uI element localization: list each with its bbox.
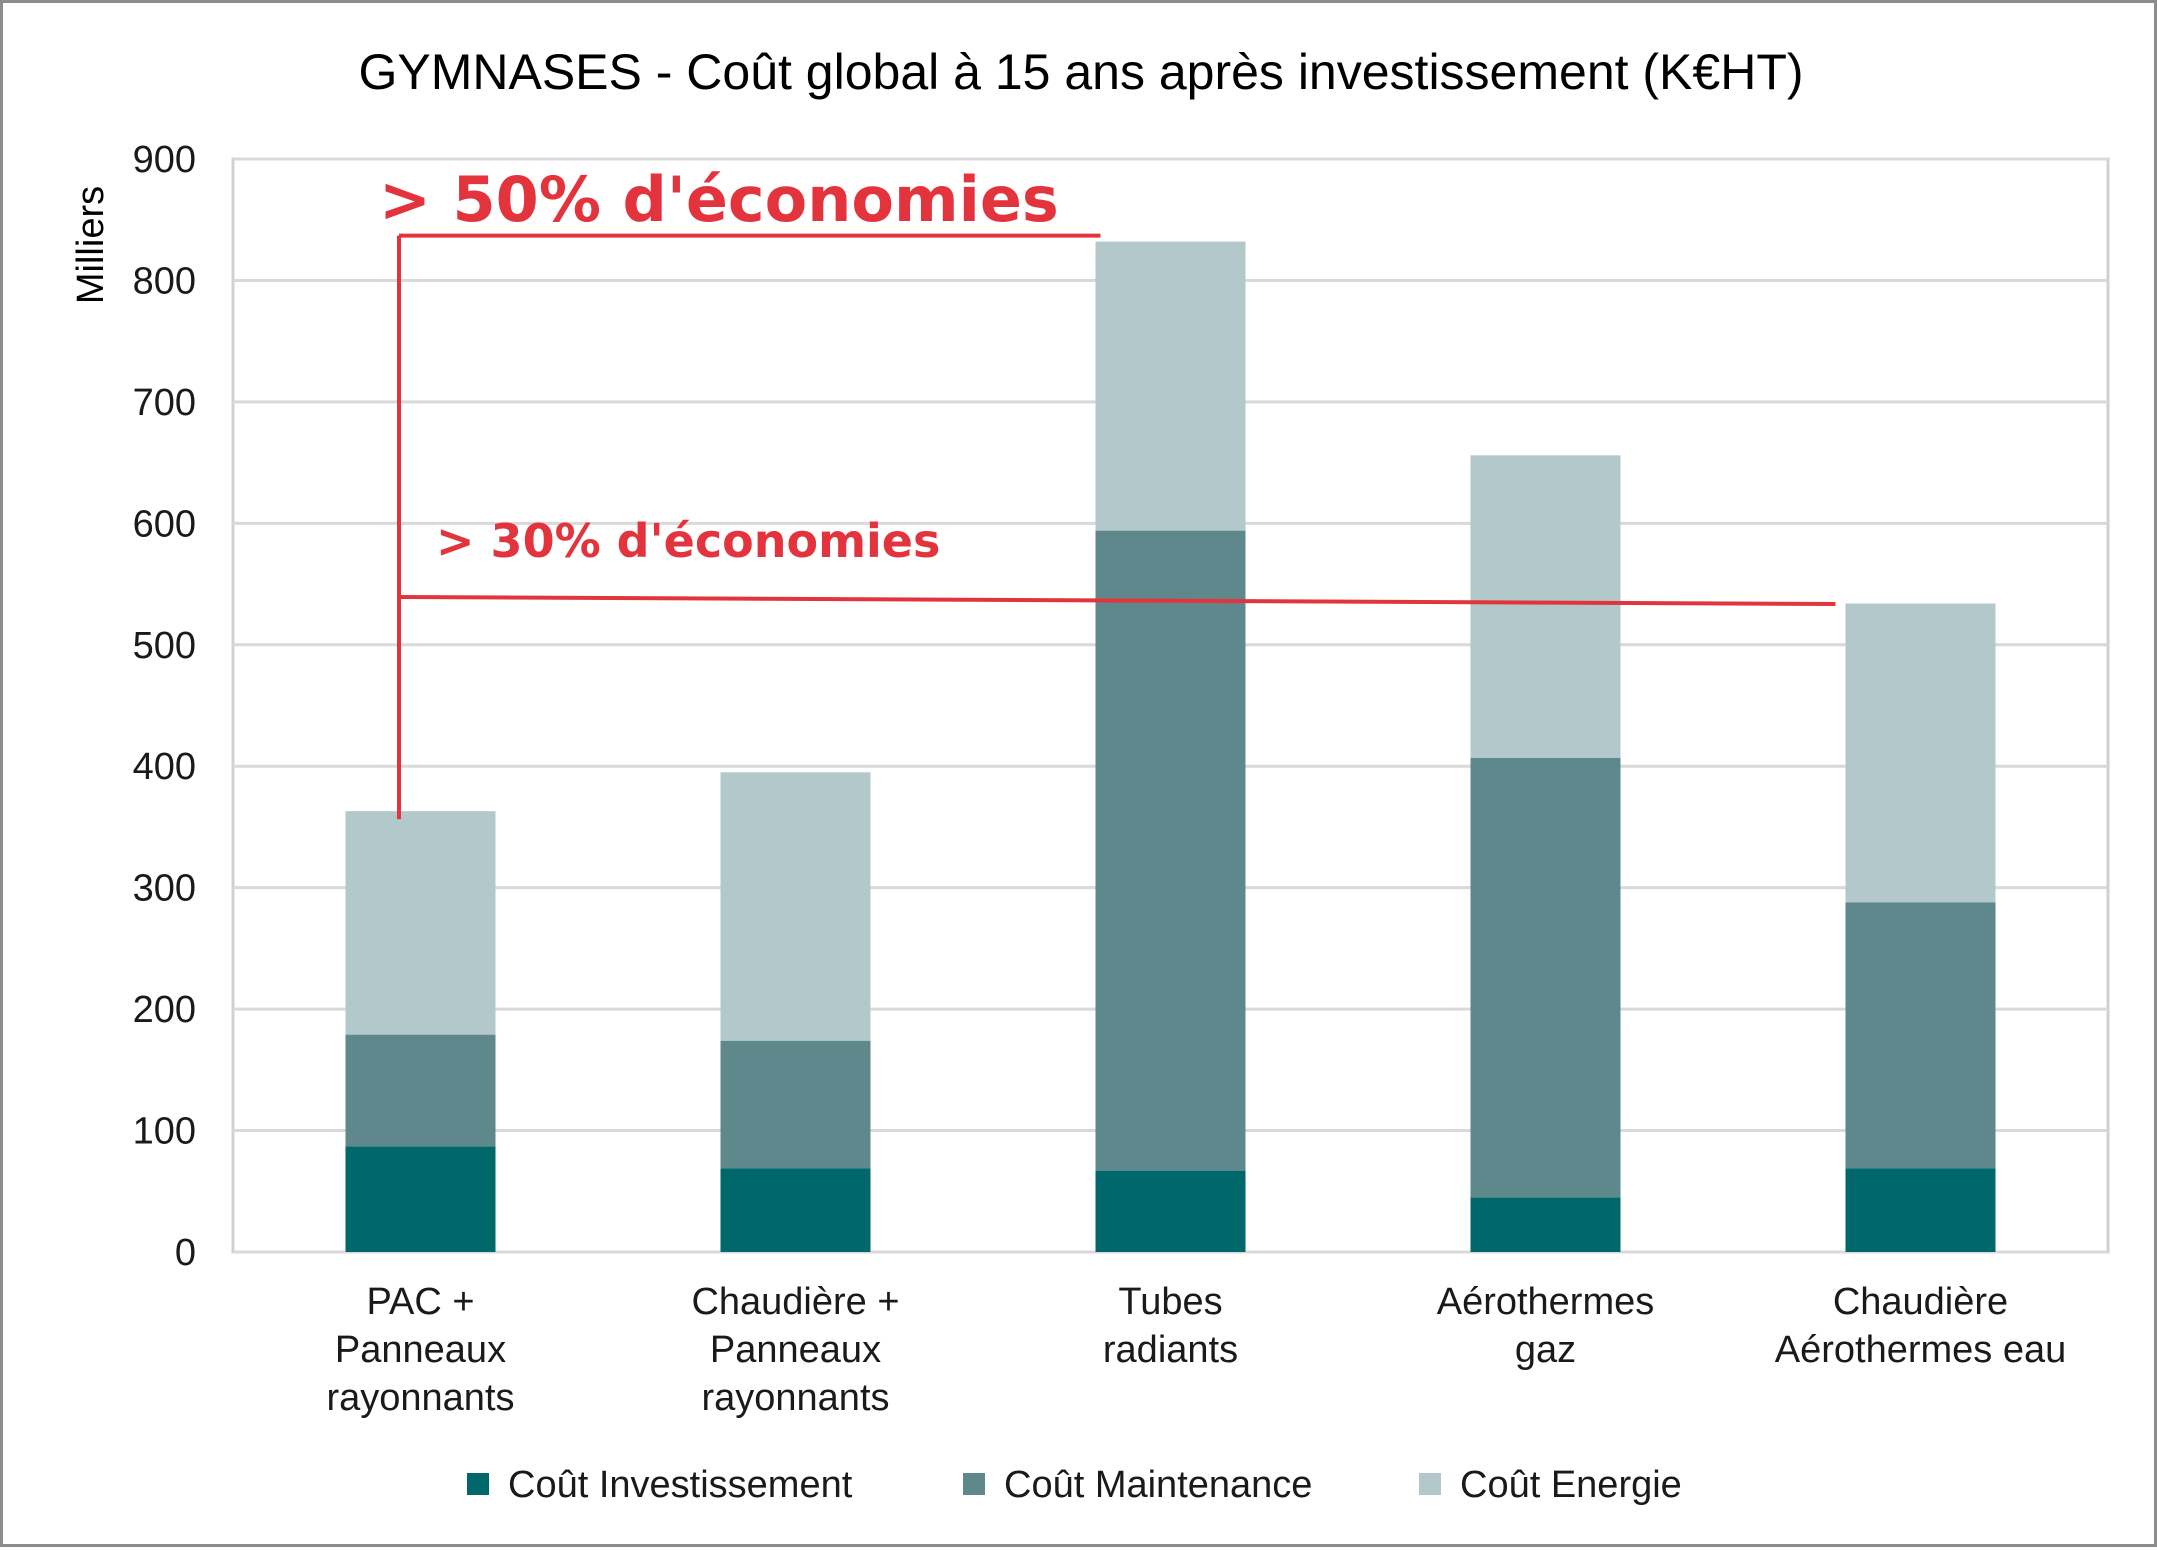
bars (345, 241, 1996, 1252)
x-tick-label: Aérothermes eau (1775, 1329, 2067, 1371)
y-tick-label: 100 (133, 1111, 196, 1153)
y-tick-label: 700 (133, 382, 196, 424)
x-tick-label: PAC + (366, 1281, 474, 1323)
y-tick-label: 300 (133, 868, 196, 910)
bar-segment-2-cat-5 (1845, 902, 1996, 1169)
x-tick-label: Tubes (1118, 1281, 1222, 1323)
bar-segment-3-cat-5 (1845, 603, 1996, 903)
y-tick-label: 600 (133, 503, 196, 545)
x-tick-label: radiants (1103, 1329, 1238, 1371)
bar-segment-3-cat-3 (1095, 241, 1246, 531)
y-tick-label: 0 (175, 1232, 196, 1274)
y-tick-label: 400 (133, 746, 196, 788)
x-tick-label: Aérothermes (1437, 1281, 1655, 1323)
x-tick-label: Chaudière + (691, 1281, 899, 1323)
x-tick-label: Panneaux (335, 1329, 506, 1371)
bar-segment-2-cat-4 (1470, 757, 1621, 1198)
x-tick-label: rayonnants (326, 1377, 514, 1419)
bar-segment-1-cat-5 (1845, 1168, 1996, 1252)
bar-segment-3-cat-1 (345, 811, 496, 1035)
x-tick-label: rayonnants (701, 1377, 889, 1419)
y-tick-label: 900 (133, 139, 196, 181)
legend-swatch (467, 1473, 489, 1495)
bar-segment-2-cat-1 (345, 1034, 496, 1147)
legend-label: Coût Maintenance (1004, 1464, 1312, 1506)
bar-segment-3-cat-2 (720, 772, 871, 1041)
y-axis-ticks: 0 100 200 300 400 500 600 700 800 900 (133, 139, 196, 1274)
x-tick-label: gaz (1515, 1329, 1576, 1371)
bar-segment-2-cat-3 (1095, 530, 1246, 1171)
legend-swatch (1419, 1473, 1441, 1495)
bar-segment-2-cat-2 (720, 1040, 871, 1169)
bar-segment-1-cat-2 (720, 1168, 871, 1252)
annotation-50-label: > 50% d'économies (379, 163, 1059, 236)
annotations: > 50% d'économies > 30% d'économies (379, 163, 1836, 820)
legend: Coût Investissement Coût Maintenance Coût … (467, 1464, 1682, 1506)
annotation-30-label: > 30% d'économies (436, 514, 940, 568)
bar-segment-1-cat-1 (345, 1146, 496, 1252)
legend-label: Coût Investissement (508, 1464, 853, 1506)
bar-segment-1-cat-4 (1470, 1197, 1621, 1252)
legend-label: Coût Energie (1460, 1464, 1682, 1506)
stacked-bar-chart: GYMNASES - Coût global à 15 ans après in… (70, 44, 2110, 1506)
y-tick-label: 800 (133, 260, 196, 302)
legend-swatch (963, 1473, 985, 1495)
bar-segment-3-cat-4 (1470, 455, 1621, 758)
x-tick-label: Chaudière (1833, 1281, 2008, 1323)
y-axis-label: Milliers (70, 186, 112, 304)
bar-segment-1-cat-3 (1095, 1170, 1246, 1252)
chart-title: GYMNASES - Coût global à 15 ans après in… (358, 44, 1803, 100)
y-tick-label: 500 (133, 625, 196, 667)
x-tick-label: Panneaux (710, 1329, 881, 1371)
x-axis-ticks: PAC + Panneaux rayonnants Chaudière + Pannea… (326, 1281, 2066, 1419)
annotation-30-line (398, 594, 1836, 606)
y-tick-label: 200 (133, 989, 196, 1031)
